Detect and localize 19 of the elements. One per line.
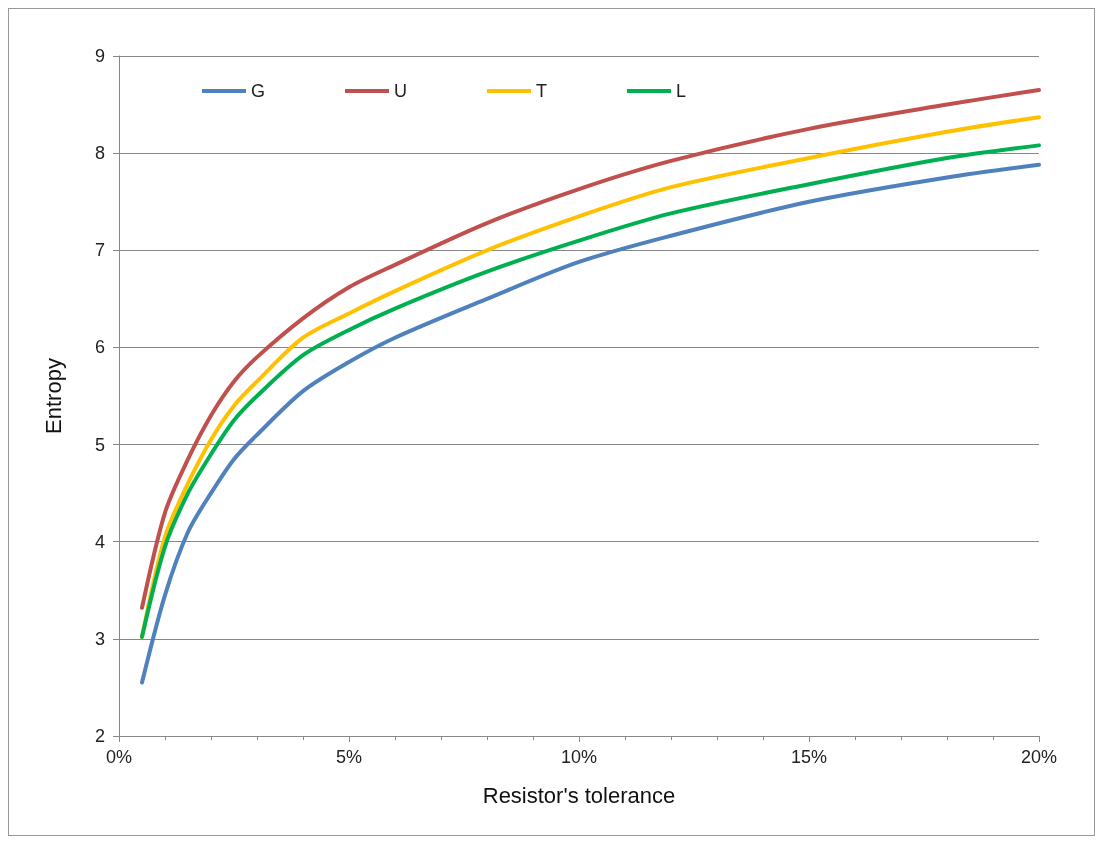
legend-label: U	[394, 81, 407, 101]
x-tick-label: 10%	[560, 747, 598, 767]
x-axis-title: Resistor's tolerance	[482, 782, 676, 808]
legend-label: T	[536, 81, 547, 101]
y-tick-label: 9	[94, 46, 105, 66]
x-tick-label: 15%	[790, 747, 828, 767]
y-tick-label: 7	[94, 240, 105, 261]
y-axis-title: Entropy	[40, 358, 66, 434]
x-tick-label: 5%	[335, 747, 363, 767]
y-tick-label: 3	[94, 628, 105, 649]
legend-label: G	[251, 81, 266, 101]
y-tick-label: 6	[94, 337, 105, 358]
y-tick-label: 2	[94, 726, 105, 746]
x-tick-label: 0%	[105, 747, 133, 767]
legend-label: L	[676, 81, 687, 101]
y-tick-label: 5	[94, 434, 105, 455]
y-tick-label: 8	[94, 143, 105, 164]
x-tick-label: 20%	[1020, 747, 1058, 767]
y-tick-label: 4	[94, 531, 105, 552]
